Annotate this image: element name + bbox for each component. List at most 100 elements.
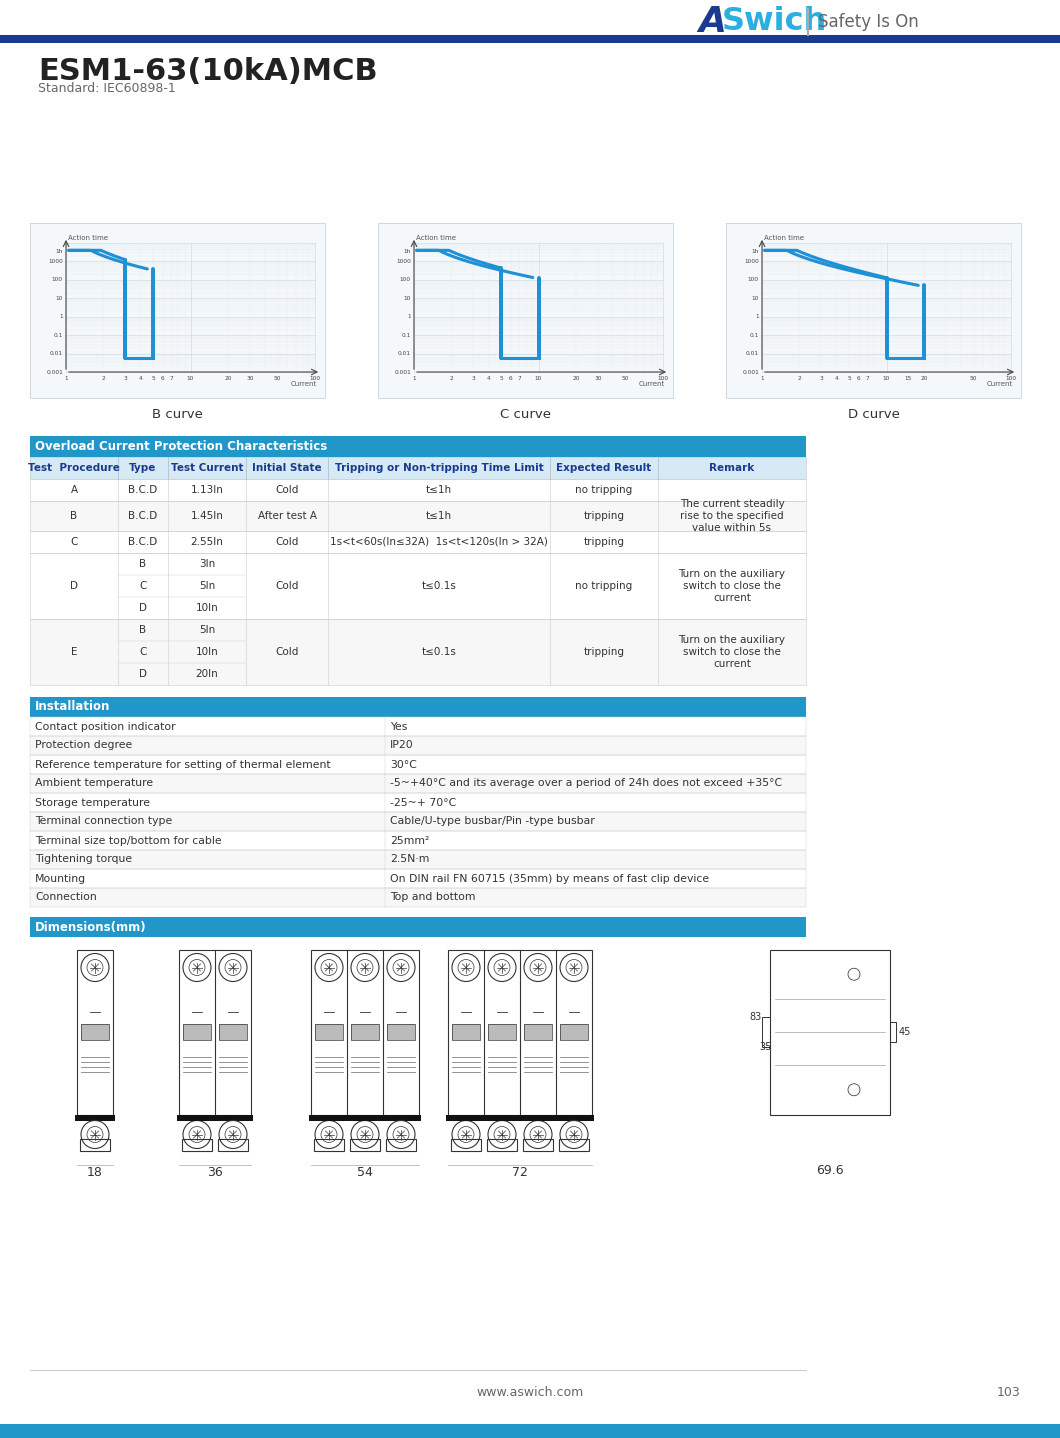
Bar [446,1114,594,1120]
Text: 45: 45 [899,1027,912,1037]
Bar [386,1139,416,1150]
Bar [387,1024,416,1040]
Text: The current steadily
rise to the specified
value within 5s: The current steadily rise to the specifi… [679,499,784,532]
Bar [30,457,806,479]
Bar [30,736,806,755]
Text: Ambient temperature: Ambient temperature [35,778,153,788]
Bar [30,479,806,500]
Bar [30,718,806,736]
Text: Current: Current [987,381,1013,387]
Bar [30,697,806,718]
Text: 6: 6 [509,375,513,381]
Bar [350,1139,379,1150]
Bar [350,1139,379,1150]
Bar [762,1017,770,1047]
Bar [726,223,1021,398]
Text: 72: 72 [512,1166,528,1179]
Text: 5: 5 [847,375,851,381]
Bar [182,1139,212,1150]
Text: 1s<t<60s(In≤32A)  1s<t<120s(In > 32A): 1s<t<60s(In≤32A) 1s<t<120s(In > 32A) [330,536,548,546]
Text: 2: 2 [102,375,105,381]
Bar [30,831,806,850]
Bar [30,792,806,812]
Bar [30,436,806,457]
Text: 2: 2 [797,375,801,381]
Text: 1: 1 [760,375,764,381]
Text: Cold: Cold [276,536,299,546]
Bar [30,554,806,618]
Text: 35: 35 [760,1043,772,1053]
Bar [450,1139,481,1150]
Text: 10In: 10In [196,647,218,657]
Text: Current: Current [639,381,665,387]
Text: tripping: tripping [583,510,624,521]
Bar [315,1024,343,1040]
Text: 20In: 20In [196,669,218,679]
Bar [30,917,806,938]
Text: 0.001: 0.001 [742,370,759,374]
Bar [77,949,113,1114]
Bar [30,554,806,618]
Text: Terminal size top/bottom for cable: Terminal size top/bottom for cable [35,835,222,846]
Text: 103: 103 [996,1386,1020,1399]
Bar [30,718,806,736]
Text: Action time: Action time [764,234,803,242]
Bar [30,850,806,869]
Text: On DIN rail FN 60715 (35mm) by means of fast clip device: On DIN rail FN 60715 (35mm) by means of … [390,873,709,883]
Text: 0.001: 0.001 [394,370,411,374]
Bar [890,1022,896,1043]
Bar [218,1139,248,1150]
Bar [30,618,806,684]
Bar [351,1024,379,1040]
Bar [310,1114,421,1120]
Text: 30: 30 [246,375,253,381]
Bar [314,1139,344,1150]
Text: 15: 15 [905,375,912,381]
Text: Installation: Installation [35,700,110,713]
Bar [387,1024,416,1040]
Text: C: C [70,536,77,546]
Bar [81,1024,109,1040]
Text: 2: 2 [449,375,454,381]
Text: Current: Current [290,381,317,387]
Text: Turn on the auxiliary
switch to close the
current: Turn on the auxiliary switch to close th… [678,569,785,603]
Text: t≤1h: t≤1h [426,510,452,521]
Text: 7: 7 [170,375,173,381]
Text: 50: 50 [970,375,977,381]
Text: 36: 36 [207,1166,223,1179]
Text: 1h: 1h [56,249,63,253]
Text: IP20: IP20 [390,741,413,751]
Text: 10: 10 [535,375,542,381]
Text: Storage temperature: Storage temperature [35,798,151,808]
Bar [559,1139,589,1150]
Text: A: A [697,4,726,39]
Text: Yes: Yes [390,722,407,732]
Bar [446,1114,594,1120]
Text: Cold: Cold [276,581,299,591]
Bar [488,1024,516,1040]
Bar [30,774,806,792]
Text: Initial State: Initial State [252,463,322,473]
Text: D curve: D curve [848,407,900,420]
Text: 100: 100 [748,278,759,282]
Text: Overload Current Protection Characteristics: Overload Current Protection Characterist… [35,440,328,453]
Bar [219,1024,247,1040]
Bar [30,869,806,889]
Text: 5: 5 [499,375,502,381]
Text: Contact position indicator: Contact position indicator [35,722,176,732]
Text: 5In: 5In [199,626,215,636]
Text: no tripping: no tripping [576,581,633,591]
Text: Terminal connection type: Terminal connection type [35,817,172,827]
Text: C curve: C curve [500,407,551,420]
Bar [218,1139,248,1150]
Text: B: B [140,559,146,569]
Text: www.aswich.com: www.aswich.com [476,1386,584,1399]
Bar [30,223,325,398]
Bar [30,755,806,774]
Text: 1: 1 [59,315,63,319]
Text: Test Current: Test Current [171,463,243,473]
Bar [80,1139,110,1150]
Bar [762,1017,770,1047]
Bar [30,223,325,398]
Text: 2.5N·m: 2.5N·m [390,854,429,864]
